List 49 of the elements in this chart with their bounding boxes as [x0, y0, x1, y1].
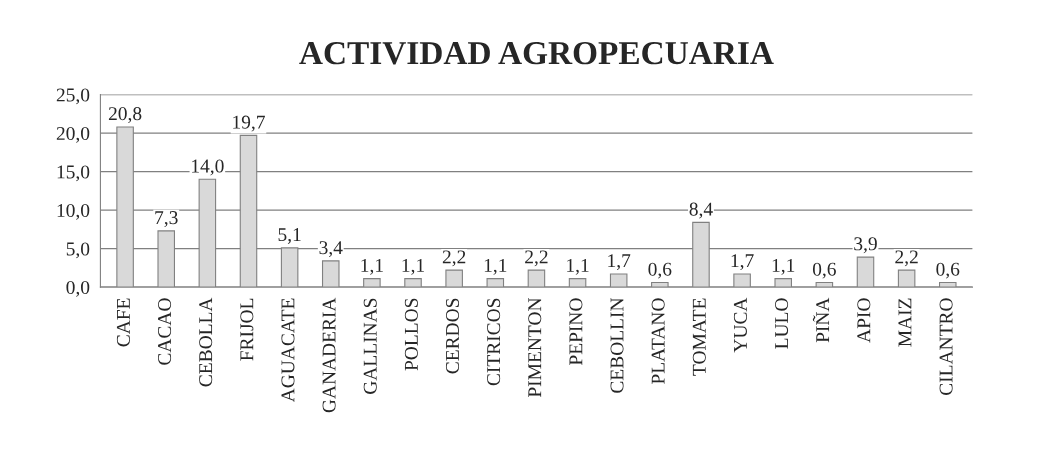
- data-label: 2,2: [895, 250, 918, 267]
- data-label: 0,6: [648, 262, 672, 279]
- data-label: 20,8: [108, 107, 142, 124]
- x-tick-label: YUCA: [733, 297, 747, 353]
- data-label: 0,6: [812, 262, 836, 279]
- data-label: 8,4: [689, 202, 713, 219]
- x-tick-label: CILANTRO: [939, 298, 953, 396]
- x-tick-label: AGUACATE: [281, 298, 295, 403]
- data-label: 0,6: [936, 262, 960, 279]
- data-label: 1,1: [361, 258, 383, 275]
- y-tick-label: 15,0: [57, 165, 90, 182]
- x-tick-label: TOMATE: [692, 298, 706, 376]
- data-label: 14,0: [192, 159, 224, 176]
- x-tick-label: CITRICOS: [487, 298, 501, 386]
- y-tick-label: 0,0: [66, 280, 90, 297]
- chart-title: ACTIVIDAD AGROPECUARIA: [299, 41, 774, 65]
- data-label: 3,4: [319, 241, 343, 257]
- y-tick-label: 25,0: [56, 88, 90, 105]
- data-label: 1,1: [567, 258, 589, 275]
- x-tick-label: CEBOLLA: [199, 297, 213, 387]
- x-tick-label: MAIZ: [898, 298, 912, 347]
- x-tick-label: GALLINAS: [363, 298, 377, 394]
- y-tick-label: 10,0: [57, 203, 90, 220]
- data-label: 1,1: [772, 258, 795, 275]
- data-label: 3,9: [854, 237, 877, 254]
- x-tick-label: PIÑA: [812, 297, 830, 343]
- x-tick-label: CEBOLLIN: [610, 297, 624, 393]
- y-tick-label: 20,0: [56, 126, 90, 143]
- x-tick-label: LULO: [775, 298, 789, 349]
- data-label: 7,3: [155, 211, 178, 227]
- data-label: 1,7: [608, 254, 631, 271]
- data-label: 1,1: [484, 258, 507, 275]
- data-label: 19,7: [233, 115, 265, 132]
- x-tick-label: PEPINO: [569, 298, 583, 366]
- x-tick-label: GANADERIA: [322, 297, 336, 413]
- x-tick-label: APIO: [857, 298, 871, 343]
- x-tick-label: CERDOS: [445, 298, 460, 374]
- data-label: 2,2: [525, 250, 548, 267]
- x-tick-label: FRIJOL: [240, 298, 254, 361]
- x-tick-label: POLLOS: [404, 298, 418, 371]
- y-tick-label: 5,0: [66, 242, 90, 259]
- data-label: 1,1: [402, 258, 425, 275]
- x-tick-label: CACAO: [158, 298, 172, 365]
- data-label: 2,2: [442, 250, 466, 267]
- x-tick-label: CAFE: [116, 298, 130, 347]
- x-tick-label: PLATANO: [651, 298, 665, 384]
- data-label: 5,1: [278, 228, 301, 244]
- x-tick-label: PIMENTON: [528, 297, 542, 398]
- data-label: 1,7: [731, 254, 754, 271]
